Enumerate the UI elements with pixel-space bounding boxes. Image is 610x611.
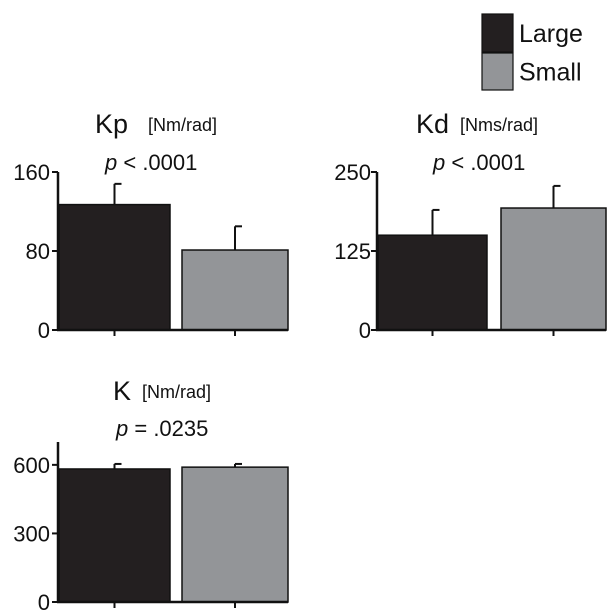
bar-large: [377, 234, 488, 331]
legend-label-small: Small: [519, 59, 582, 87]
p-value-text: < .0001: [445, 150, 525, 175]
panel-kd: Kd [Nms/rad] p < .0001 0 125 250: [334, 109, 607, 343]
bar-small: [500, 207, 607, 331]
y-tick-label: 0: [38, 318, 50, 343]
y-tick-label: 125: [334, 239, 371, 264]
legend-swatch-large: [481, 13, 514, 53]
panel-units: [Nm/rad]: [148, 115, 217, 135]
legend-swatch-small: [481, 52, 514, 91]
p-value-text: = .0235: [128, 416, 208, 441]
y-tick-label: 300: [13, 521, 50, 546]
p-value: p = .0235: [115, 416, 208, 441]
p-symbol: p: [104, 150, 117, 175]
panel-k: K [Nm/rad] p = .0235 0 300 600: [13, 376, 289, 611]
bar-large: [58, 203, 171, 331]
p-symbol: p: [432, 150, 445, 175]
y-tick-label: 160: [13, 160, 50, 185]
legend: Large Small: [481, 13, 583, 91]
legend-label-large: Large: [519, 20, 583, 48]
y-tick-label: 250: [334, 160, 371, 185]
y-tick-label: 0: [359, 318, 371, 343]
bar-small: [181, 466, 289, 603]
y-tick-label: 0: [38, 590, 50, 611]
p-value: p < .0001: [104, 150, 197, 175]
y-tick-label: 80: [26, 239, 50, 264]
panel-units: [Nms/rad]: [460, 115, 538, 135]
bar-large: [58, 468, 171, 603]
p-value-text: < .0001: [117, 150, 197, 175]
panel-title: Kp: [95, 109, 128, 139]
bar-small: [181, 249, 289, 331]
panel-title: Kd: [416, 109, 449, 139]
panel-units: [Nm/rad]: [142, 382, 211, 402]
p-symbol: p: [115, 416, 128, 441]
panels: Kp [Nm/rad] p < .0001 0 80 160 Kd [Nms/rad] p < …: [13, 109, 607, 611]
panel-title: K: [113, 376, 131, 406]
p-value: p < .0001: [432, 150, 525, 175]
y-tick-label: 600: [13, 453, 50, 478]
panel-kp: Kp [Nm/rad] p < .0001 0 80 160: [13, 109, 289, 343]
